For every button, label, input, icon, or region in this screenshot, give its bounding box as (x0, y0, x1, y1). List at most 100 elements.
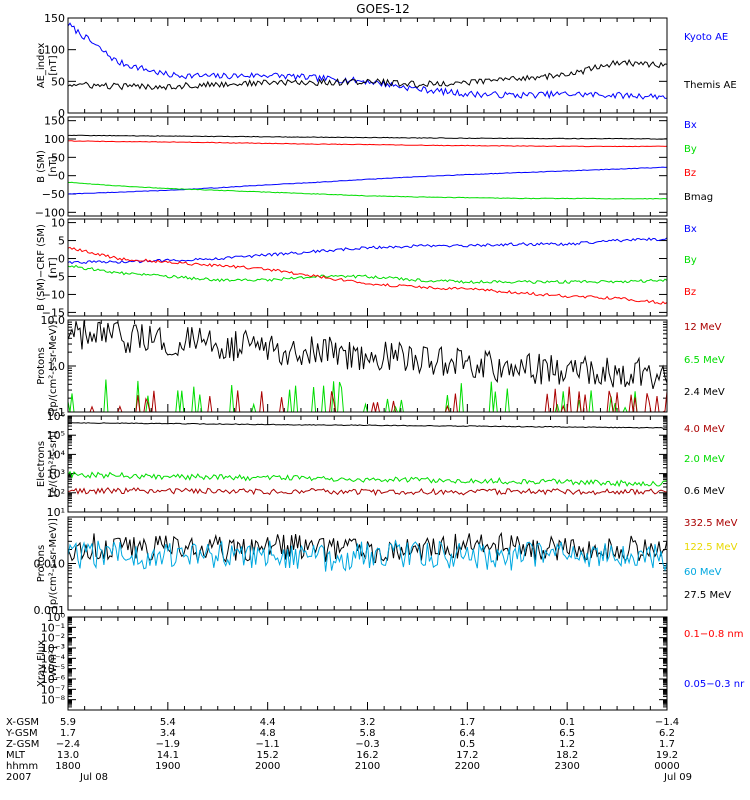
ephemeris-table: X-GSM 5.9 5.4 4.4 3.2 1.7 0.1 −1.4 Y-GSM 1.7 3.4 4.… (5, 717, 692, 783)
ephemeris-value: 1900 (155, 761, 180, 772)
panel-frame (67, 218, 668, 317)
legend-entry: 0.1−0.8 nm (684, 629, 743, 640)
ephemeris-value: 2300 (554, 761, 579, 772)
series-line-bgsm-0 (67, 166, 668, 195)
y-tick-label: 0.010 (34, 558, 66, 571)
ephemeris-value: 18.2 (556, 750, 578, 761)
y-tick-label: 0 (58, 253, 65, 266)
panel-frame (67, 616, 668, 711)
legend-entry: By (684, 255, 697, 266)
ephemeris-value: 1.7 (459, 717, 475, 728)
y-tick-label: 10⁶ (47, 410, 66, 423)
panel-frame (67, 415, 668, 513)
ephemeris-value: 6.5 (559, 728, 575, 739)
panel-bgsm: 150 100 50 0 −50 −100 B (SM) [nT] Bx By Bz Bmag (35, 115, 713, 220)
series-line-bgsm-1 (67, 181, 668, 200)
y-tick-label: 10⁵ (47, 429, 65, 442)
y-tick-label: 0.001 (34, 604, 66, 617)
y-axis-label: [nT] (48, 55, 59, 75)
ephemeris-value: 0000 (654, 761, 679, 772)
ephemeris-row-label: Y-GSM (5, 728, 38, 739)
ephemeris-value: −1.4 (655, 717, 679, 728)
y-axis-label: [p/(cm²-s-sr-MeV)] (48, 518, 59, 609)
y-tick-label: 100 (44, 44, 65, 57)
legend-entry: Bx (684, 224, 697, 235)
ephemeris-value: 6.2 (659, 728, 675, 739)
y-axis-label: [p/(cm²-s-sr-MeV)] (48, 320, 59, 411)
chart-title: GOES-12 (356, 2, 410, 16)
y-tick-label: 150 (44, 115, 65, 128)
series-line-ae-0 (67, 22, 668, 101)
y-tick-label: 10⁴ (47, 448, 66, 461)
ephemeris-value: Jul 09 (663, 772, 692, 783)
legend-entry: Bz (684, 168, 696, 179)
y-tick-label: −5 (49, 270, 65, 283)
y-tick-label: 5 (58, 235, 65, 248)
series-line-bsub-2 (67, 246, 668, 305)
ephemeris-value: 17.2 (456, 750, 478, 761)
y-tick-label: 10 (51, 217, 65, 230)
y-tick-label: 100 (44, 133, 65, 146)
ephemeris-value: 4.8 (260, 728, 276, 739)
ephemeris-value: 14.1 (157, 750, 179, 761)
series-line-protons2-1 (67, 539, 668, 572)
panel-protons2: 0.010 0.001 Protons [p/(cm²-s-sr-MeV)] 332.5… (34, 516, 738, 617)
panel-frame (67, 319, 668, 413)
series-line-bsub-0 (67, 237, 668, 265)
panel-ae: 150 100 50 0 AE_index [nT] Kyoto AE Themis AE (36, 12, 737, 120)
series-line-ae-1 (67, 58, 668, 91)
ephemeris-row-label: 2007 (6, 772, 31, 783)
y-axis-label: [nT] (48, 257, 59, 277)
ephemeris-value: Jul 08 (79, 772, 108, 783)
y-axis-label: [W/m²] (48, 646, 59, 681)
ephemeris-value: 1.7 (659, 739, 675, 750)
ephemeris-value: −1.1 (256, 739, 280, 750)
ephemeris-value: 5.8 (360, 728, 376, 739)
ephemeris-value: 13.0 (57, 750, 79, 761)
legend-entry: By (684, 144, 697, 155)
y-tick-label: −100 (35, 206, 65, 219)
y-tick-label: 150 (44, 12, 65, 25)
y-tick-label: 10⁻¹ (41, 621, 65, 634)
ephemeris-value: 1.2 (559, 739, 575, 750)
panel-frame (67, 516, 668, 611)
legend-entry: Bz (684, 287, 696, 298)
y-axis-label: B (SM) (36, 150, 47, 183)
ephemeris-value: 19.2 (656, 750, 678, 761)
ephemeris-row-label: X-GSM (6, 717, 39, 728)
ephemeris-value: 2200 (455, 761, 480, 772)
y-tick-label: 10⁻² (41, 632, 65, 645)
ephemeris-value: −2.4 (56, 739, 80, 750)
legend-entry: 2.0 MeV (684, 454, 725, 465)
legend-entry: Kyoto AE (684, 32, 728, 43)
y-tick-label: 10⁻⁷ (41, 683, 65, 696)
ephemeris-value: −1.9 (156, 739, 180, 750)
ephemeris-value: 2000 (255, 761, 280, 772)
panel-electrons: 10⁶ 10⁵ 10⁴ 10³ 10² 10¹ Electrons [e/(cm²-s-sr)… (36, 410, 725, 519)
ephemeris-row-label: Z-GSM (6, 739, 39, 750)
legend-entry: 12 MeV (684, 322, 722, 333)
y-tick-label: 50 (51, 75, 65, 88)
y-axis-label: AE_index (36, 43, 47, 89)
legend-entry: Bx (684, 120, 697, 131)
series-line-electrons-0 (68, 422, 667, 429)
legend-entry: 0.6 MeV (684, 486, 725, 497)
panel-frame (67, 116, 668, 217)
y-tick-label: 0.1 (48, 406, 66, 419)
ephemeris-row-label: hhmm (6, 761, 38, 772)
legend-entry: 6.5 MeV (684, 355, 725, 366)
y-tick-label: 10⁻⁵ (41, 663, 65, 676)
y-tick-label: 10⁰ (47, 611, 66, 624)
legend-entry: 2.4 MeV (684, 387, 725, 398)
series-line-bsub-1 (67, 264, 668, 284)
y-axis-label: Protons (36, 347, 47, 384)
legend-entry: 122.5 MeV (684, 542, 738, 553)
y-tick-label: −50 (42, 188, 65, 201)
ephemeris-value: 6.4 (459, 728, 475, 739)
legend-entry: 4.0 MeV (684, 424, 725, 435)
panel-protons1: 10.0 1.0 0.1 Protons [p/(cm²-s-sr-MeV)] 12 Me… (36, 314, 725, 419)
y-tick-label: 0 (58, 170, 65, 183)
y-tick-label: 10¹ (47, 506, 65, 519)
ephemeris-value: 2100 (355, 761, 380, 772)
